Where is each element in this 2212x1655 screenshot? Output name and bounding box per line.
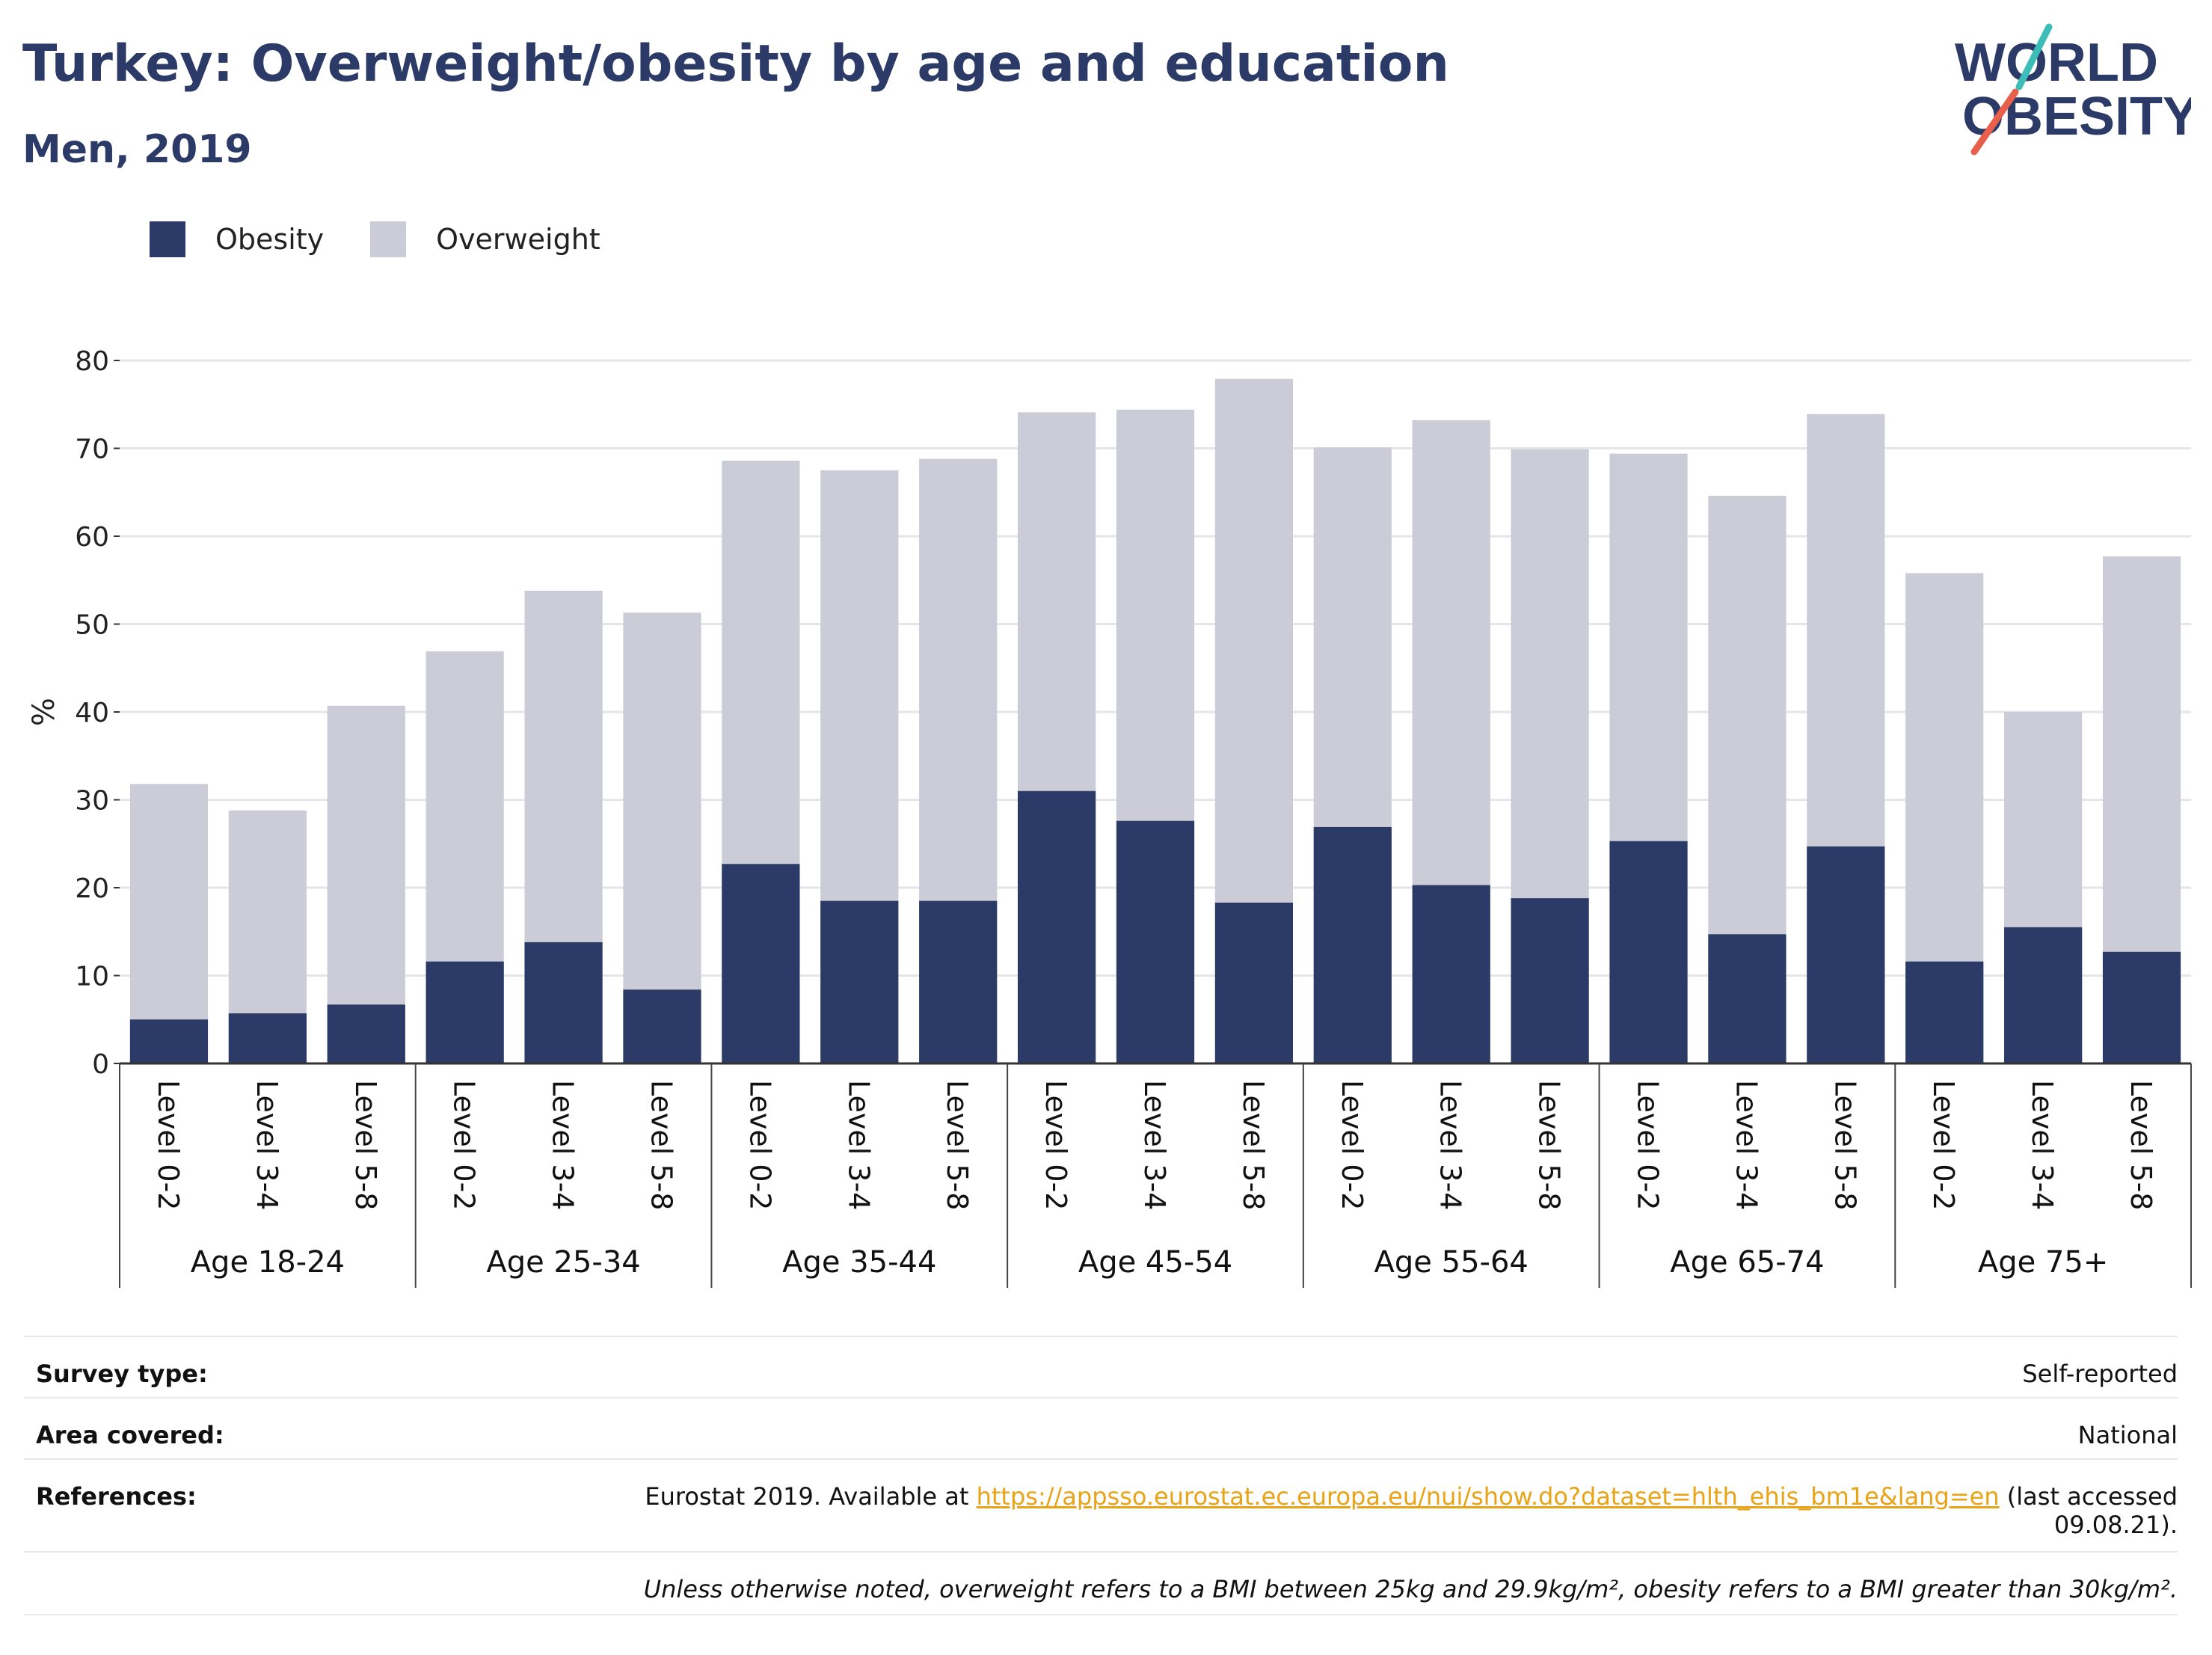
- y-tick-label: 20: [75, 873, 109, 904]
- stacked-bar-chart: 0 10 20 30 40 50 60 70 80% Level 0-2 Level 3-4 Leve…: [27, 346, 2192, 1288]
- bar-obesity: [1807, 846, 1885, 1063]
- x-tick-label: Level 3-4: [547, 1080, 580, 1210]
- x-tick-label: Level 0-2: [152, 1080, 185, 1210]
- page-subtitle: Men, 2019: [22, 127, 252, 172]
- meta-row-note: Unless otherwise noted, overweight refer…: [24, 1551, 2178, 1614]
- references-link[interactable]: https://appsso.eurostat.ec.europa.eu/nui…: [976, 1482, 2000, 1511]
- group-label: Age 75+: [1978, 1245, 2109, 1280]
- bar-obesity: [1214, 902, 1294, 1063]
- references-suffix-2: 09.08.21).: [2053, 1511, 2178, 1539]
- metadata-table: Survey type: Self-reported Area covered:…: [24, 1336, 2178, 1615]
- x-tick-label: Level 5-8: [2125, 1080, 2157, 1210]
- y-tick-label: 40: [75, 698, 109, 728]
- bar-obesity: [327, 1004, 405, 1063]
- legend-item-obesity: Obesity: [150, 221, 324, 257]
- bar-obesity: [1116, 820, 1195, 1063]
- group-label: Age 65-74: [1670, 1245, 1824, 1280]
- svg-text:WORLD: WORLD: [1955, 33, 2158, 93]
- meta-bottom-divider: [24, 1614, 2178, 1615]
- area-value: National: [2077, 1421, 2178, 1449]
- bar-obesity: [623, 989, 701, 1063]
- bar-obesity: [425, 961, 504, 1063]
- bar-obesity: [2102, 951, 2181, 1063]
- x-tick-label: Level 5-8: [1237, 1080, 1270, 1210]
- references-suffix: (last accessed: [1999, 1482, 2178, 1511]
- y-tick-label: 10: [75, 962, 109, 992]
- area-label: Area covered:: [36, 1421, 224, 1449]
- meta-row-area: Area covered: National: [24, 1397, 2178, 1458]
- x-tick-label: Level 3-4: [842, 1080, 875, 1210]
- references-label: References:: [36, 1482, 197, 1511]
- bar-obesity: [1511, 898, 1589, 1063]
- x-tick-label: Level 3-4: [1434, 1080, 1467, 1210]
- bar-obesity: [2004, 927, 2083, 1063]
- x-tick-label: Level 5-8: [1533, 1080, 1566, 1210]
- y-tick-label: 70: [75, 435, 109, 465]
- bar-obesity: [919, 900, 998, 1063]
- x-tick-label: Level 0-2: [1632, 1080, 1665, 1210]
- y-axis-label: %: [27, 698, 61, 726]
- bar-obesity: [1905, 961, 1984, 1063]
- bar-obesity: [1609, 841, 1688, 1063]
- chart-legend: Obesity Overweight: [150, 221, 647, 257]
- legend-label-obesity: Obesity: [215, 223, 325, 256]
- x-tick-label: Level 0-2: [1927, 1080, 1960, 1210]
- bar-obesity: [524, 942, 603, 1063]
- group-label: Age 25-34: [486, 1245, 640, 1280]
- legend-swatch-obesity: [150, 221, 185, 257]
- survey-type-value: Self-reported: [2022, 1360, 2178, 1388]
- legend-item-overweight: Overweight: [370, 221, 600, 257]
- bar-obesity: [1313, 826, 1392, 1063]
- x-tick-label: Level 3-4: [1138, 1080, 1171, 1210]
- bar-obesity: [722, 864, 800, 1063]
- x-tick-label: Level 0-2: [743, 1080, 776, 1210]
- group-label: Age 55-64: [1374, 1245, 1529, 1280]
- y-tick-label: 0: [92, 1049, 109, 1080]
- y-tick-label: 80: [75, 346, 109, 377]
- legend-label-overweight: Overweight: [436, 223, 600, 256]
- x-tick-label: Level 5-8: [645, 1080, 678, 1210]
- group-label: Age 18-24: [191, 1245, 345, 1280]
- group-label: Age 45-54: [1078, 1245, 1232, 1280]
- meta-row-survey-type: Survey type: Self-reported: [24, 1336, 2178, 1397]
- x-tick-label: Level 3-4: [251, 1080, 283, 1210]
- bar-overweight: [327, 705, 405, 1063]
- bar-overweight: [623, 612, 701, 1063]
- bar-obesity: [228, 1013, 307, 1063]
- references-prefix: Eurostat 2019. Available at: [645, 1482, 977, 1511]
- x-tick-label: Level 5-8: [941, 1080, 974, 1210]
- x-tick-label: Level 0-2: [1336, 1080, 1368, 1210]
- x-tick-label: Level 5-8: [1828, 1080, 1861, 1210]
- bar-obesity: [129, 1019, 209, 1063]
- bar-overweight: [129, 784, 209, 1063]
- bar-obesity: [820, 900, 899, 1063]
- page-title: Turkey: Overweight/obesity by age and ed…: [22, 34, 1449, 93]
- legend-swatch-overweight: [370, 221, 407, 257]
- survey-type-label: Survey type:: [36, 1360, 208, 1388]
- x-tick-label: Level 0-2: [1039, 1080, 1072, 1210]
- y-tick-label: 60: [75, 522, 109, 553]
- x-tick-label: Level 3-4: [1730, 1080, 1763, 1210]
- bar-obesity: [1412, 885, 1490, 1063]
- group-label: Age 35-44: [782, 1245, 936, 1280]
- world-obesity-logo: WORLD OBESITY: [1955, 23, 2191, 156]
- y-tick-label: 50: [75, 610, 109, 641]
- meta-row-references: References: Eurostat 2019. Available at …: [24, 1458, 2178, 1551]
- x-tick-label: Level 3-4: [2026, 1080, 2059, 1210]
- bmi-note: Unless otherwise noted, overweight refer…: [643, 1575, 2178, 1603]
- bar-obesity: [1708, 934, 1787, 1063]
- x-tick-label: Level 0-2: [448, 1080, 481, 1210]
- bar-obesity: [1017, 790, 1096, 1063]
- x-tick-label: Level 5-8: [349, 1080, 382, 1210]
- references-value: Eurostat 2019. Available at https://apps…: [645, 1482, 2178, 1539]
- y-tick-label: 30: [75, 786, 109, 817]
